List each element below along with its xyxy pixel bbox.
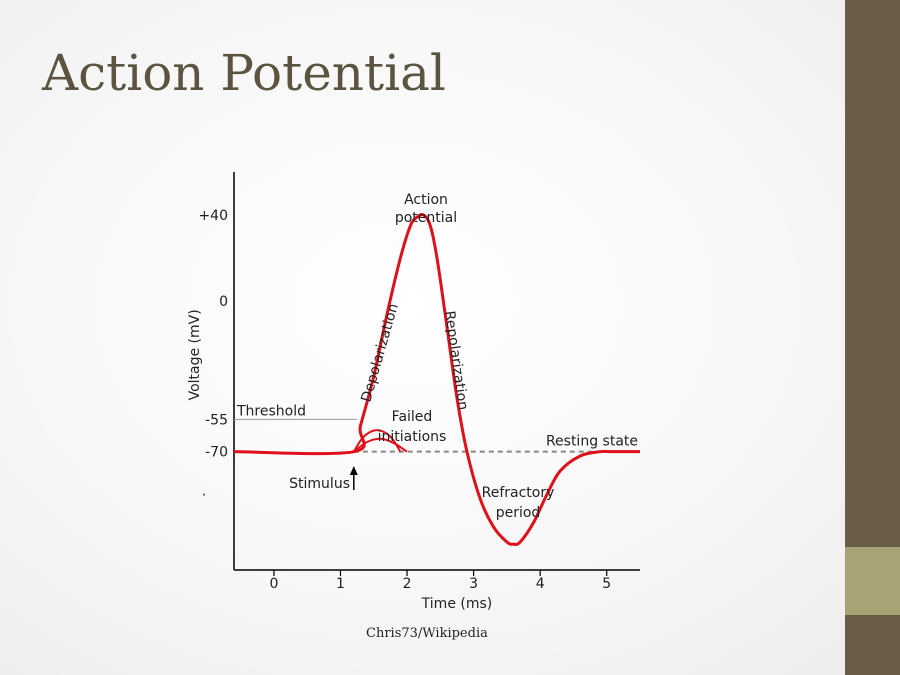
chart-series [233, 213, 640, 546]
y-tick-label: -55 [205, 412, 228, 428]
y-tick-label: -70 [205, 445, 228, 461]
image-credit: Chris73/Wikipedia [366, 626, 488, 641]
annotation-refractory-line-1: Refractory [482, 485, 555, 501]
annotation-refractory-line-2: period [496, 505, 541, 521]
failed-initiation-curve-2 [353, 437, 408, 453]
y-tick-label: +40 [198, 208, 228, 224]
x-tick-label: 5 [602, 576, 611, 592]
threshold-label: Threshold [236, 403, 306, 419]
action-potential-curve [233, 213, 640, 546]
x-tick-label: 4 [536, 576, 545, 592]
annotation-repolarization: Repolarization [441, 310, 471, 411]
annotation-depolarization: Depolarization [358, 302, 401, 404]
chart-axes: 0 1 2 3 4 5 +40 0 -55 -70. Time (ms) Voltage (mV) [187, 172, 640, 612]
annotation-stimulus: Stimulus [289, 476, 350, 492]
x-tick-label: 1 [336, 576, 345, 592]
x-tick-label: 0 [269, 576, 278, 592]
chart-labels: Action potential Depolarization Repolarizat… [289, 192, 554, 521]
y-axis-label: Voltage (mV) [187, 309, 203, 400]
resting-state-label: Resting state [546, 434, 638, 450]
stimulus-arrow-head [349, 466, 358, 475]
y-extra-mark: . [202, 484, 206, 500]
annotation-failed-line-1: Failed [392, 409, 433, 425]
decorative-sidebar-accent [845, 547, 900, 615]
slide-title: Action Potential [42, 44, 446, 102]
y-tick-label: 0 [219, 294, 228, 310]
annotation-failed-line-2: initiations [378, 429, 447, 445]
annotation-peak-line-2: potential [395, 210, 457, 226]
x-axis-label: Time (ms) [421, 596, 493, 612]
annotation-peak-line-1: Action [404, 192, 448, 208]
x-tick-label: 2 [403, 576, 412, 592]
x-tick-label: 3 [469, 576, 478, 592]
failed-initiation-curve-1 [352, 429, 402, 453]
